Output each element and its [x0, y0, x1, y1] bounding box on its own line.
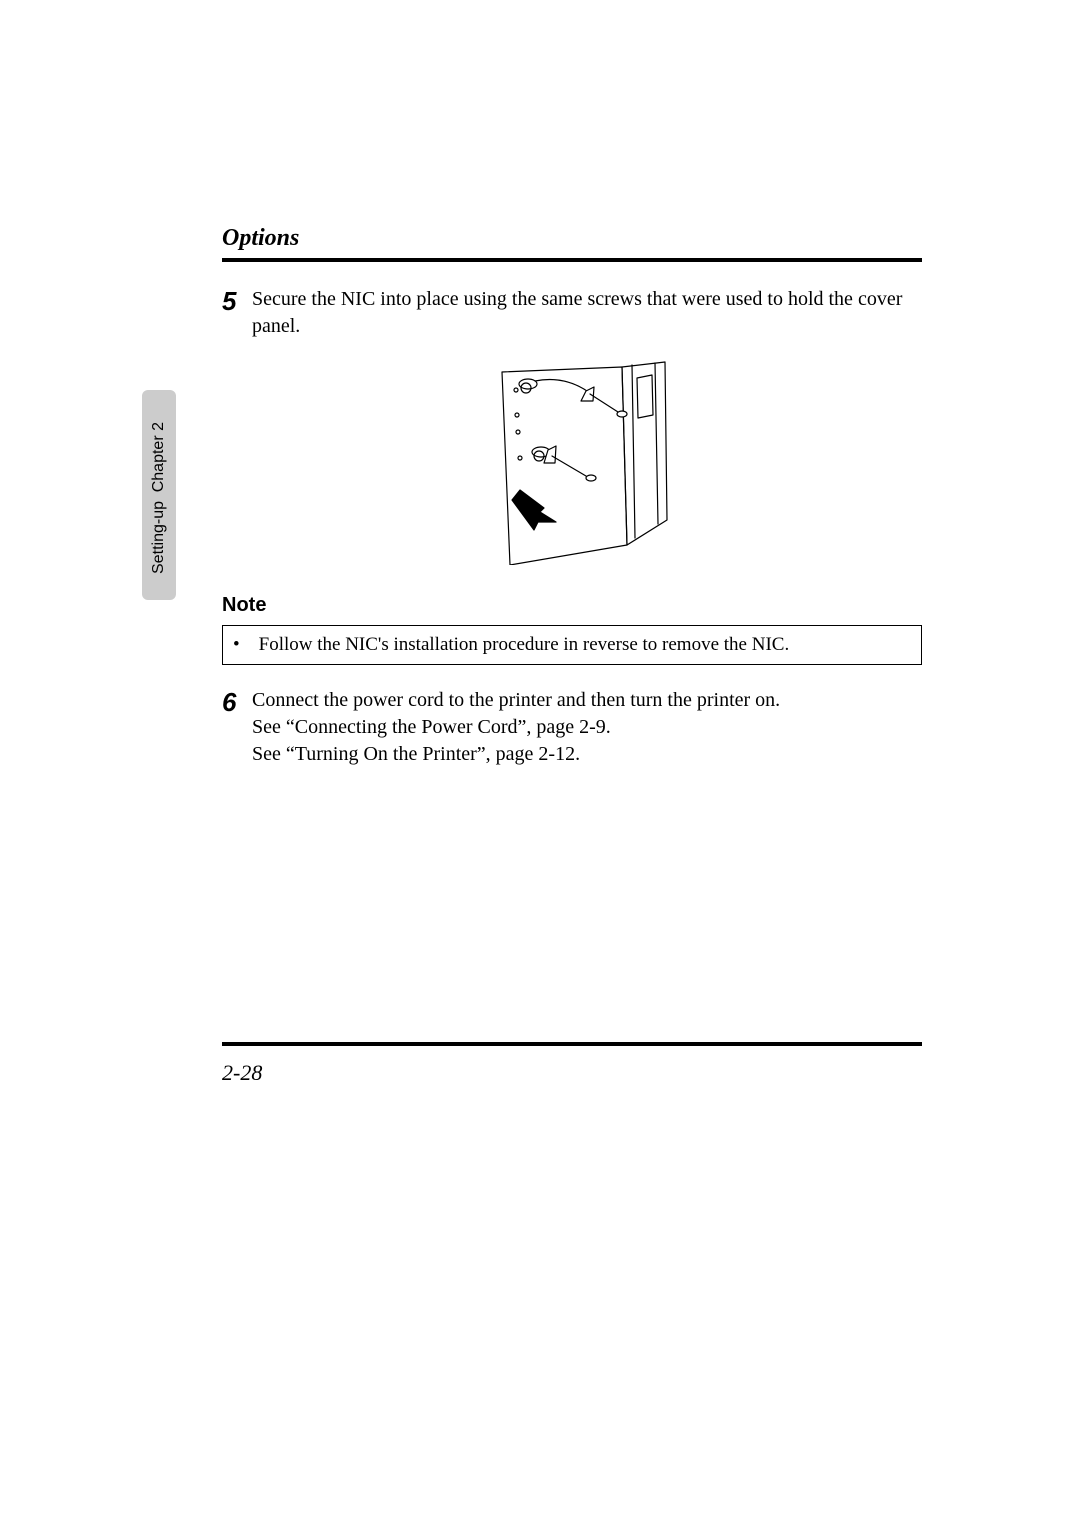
step-6-number: 6 [222, 689, 252, 715]
step-6-line1: Connect the power cord to the printer an… [252, 687, 780, 714]
note-heading: Note [222, 594, 922, 617]
step-6-body: Connect the power cord to the printer an… [252, 687, 780, 768]
page-number: 2-28 [222, 1060, 262, 1086]
side-tab: Chapter 2 Setting-up [142, 390, 176, 600]
step-6-line3: See “Turning On the Printer”, page 2-12. [252, 741, 780, 768]
step-6: 6 Connect the power cord to the printer … [222, 687, 922, 768]
step-6-line2: See “Connecting the Power Cord”, page 2-… [252, 714, 780, 741]
step-5: 5 Secure the NIC into place using the sa… [222, 286, 922, 340]
note-bullet: • [233, 634, 240, 655]
step-5-number: 5 [222, 288, 252, 314]
note-text: Follow the NIC's installation procedure … [259, 634, 790, 655]
nic-installation-illustration [472, 360, 672, 565]
tab-section: Setting-up [150, 497, 168, 578]
step-5-text: Secure the NIC into place using the same… [252, 286, 922, 340]
illustration-wrap [222, 360, 922, 570]
footer-rule [222, 1042, 922, 1046]
note-box: • Follow the NIC's installation procedur… [222, 625, 922, 665]
page-content: Options 5 Secure the NIC into place usin… [222, 225, 922, 782]
title-rule [222, 258, 922, 262]
tab-chapter: Chapter 2 [150, 418, 168, 496]
section-title: Options [222, 225, 922, 252]
